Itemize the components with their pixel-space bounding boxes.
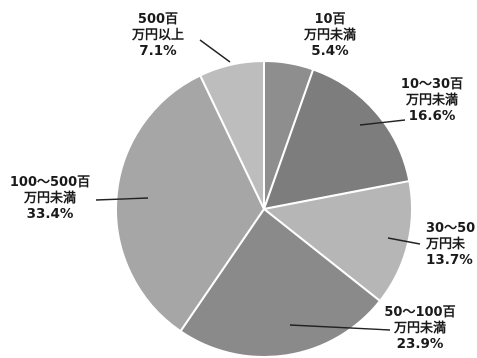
slice-label-line-2-2: 万円未満 [405, 92, 458, 108]
slice-label-line-5-1: 100～500百 [10, 175, 90, 190]
pie-slices [115, 59, 413, 358]
leader-line-2 [359, 119, 406, 126]
slice-label-line-5-2: 万円未満 [23, 190, 76, 206]
slice-value-5: 33.4% [27, 206, 74, 222]
pie-slice-5 [115, 74, 266, 333]
pie-slice-2 [262, 68, 411, 211]
leader-line-5 [95, 197, 149, 201]
slice-label-line-6-1: 500百 [138, 12, 178, 27]
slice-label-line-3-2: 万円未 [425, 236, 466, 252]
slice-label-line-1-2: 万円未満 [303, 27, 356, 43]
slice-label-line-2-1: 10～30百 [401, 77, 463, 92]
slice-label-line-1-1: 10百 [314, 12, 345, 27]
leader-line-4 [289, 324, 391, 331]
pie-slice-3 [261, 179, 413, 303]
slice-label-line-3-1: 30～50 [426, 221, 475, 236]
slice-label-line-4-1: 50～100百 [384, 305, 455, 320]
slice-value-2: 16.6% [409, 108, 456, 124]
pie-slice-6 [198, 59, 265, 210]
leader-line-3 [387, 237, 421, 245]
slice-value-1: 5.4% [311, 43, 349, 59]
leader-line-6 [199, 39, 231, 63]
slice-label-line-4-2: 万円未満 [393, 320, 446, 336]
slice-label-line-6-2: 万円以上 [131, 28, 184, 43]
slice-value-6: 7.1% [139, 43, 177, 59]
pie-slice-4 [179, 207, 382, 358]
slice-value-3: 13.7% [426, 252, 473, 268]
slice-value-4: 23.9% [397, 336, 444, 352]
